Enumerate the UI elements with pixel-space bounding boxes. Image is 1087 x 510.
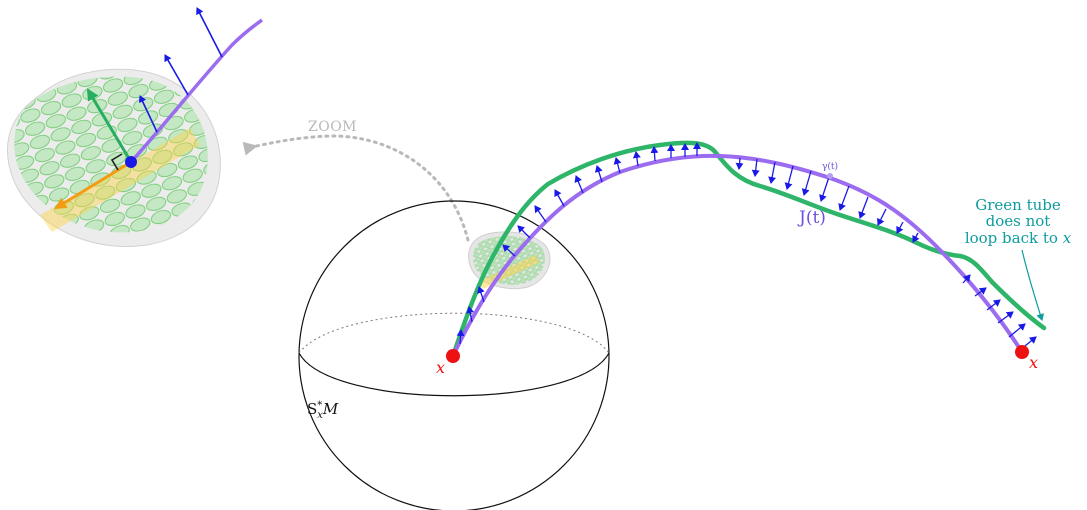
jacobi-arrow xyxy=(896,221,904,234)
inset-yellow-band xyxy=(40,128,200,232)
end-point-x xyxy=(1015,345,1029,359)
note-line-2: does not xyxy=(986,212,1051,230)
jacobi-arrow xyxy=(751,158,760,177)
note-line-3: loop back to x xyxy=(965,229,1072,247)
zoom-inset xyxy=(7,7,264,247)
jacobi-arrow xyxy=(784,165,794,190)
jacobi-arrow xyxy=(838,185,850,211)
jacobi-arrow xyxy=(534,205,547,223)
zoom-label: ZOOM xyxy=(308,119,357,135)
geodesic-curve xyxy=(451,153,1024,358)
sphere-label: S* xM xyxy=(307,400,339,421)
jacobi-arrow xyxy=(650,146,659,162)
jacobi-arrow xyxy=(632,151,641,167)
jacobi-arrow xyxy=(502,244,516,257)
jacobi-arrow xyxy=(456,329,465,345)
inset-green-vector xyxy=(86,88,133,163)
inset-geodesic xyxy=(129,18,264,164)
jacobi-arrow xyxy=(554,189,565,207)
start-point-x xyxy=(446,349,460,363)
green-tube xyxy=(450,140,1047,359)
inset-right-angle xyxy=(110,153,123,171)
jacobi-arrow xyxy=(986,299,1001,311)
jacobi-arrow xyxy=(466,306,475,323)
jacobi-arrow xyxy=(858,196,869,219)
jacobi-arrow xyxy=(613,157,622,174)
inset-vector-arrow xyxy=(196,7,223,58)
sphere-equator-front xyxy=(298,352,610,397)
inset-vector-arrow xyxy=(138,95,158,133)
jacobi-arrow xyxy=(768,161,777,184)
tube-note: Green tube does not loop back to x xyxy=(965,196,1072,321)
jacobi-arrow xyxy=(517,225,531,239)
jacobi-arrow xyxy=(997,311,1014,324)
jacobi-arrow xyxy=(801,170,812,196)
jacobi-arrow xyxy=(912,232,920,243)
end-point-label: x xyxy=(1029,353,1038,372)
jacobi-arrow xyxy=(477,286,485,303)
sphere: S* xM xyxy=(298,200,610,510)
zoom-arrow xyxy=(242,134,470,242)
inset-ellipse-field xyxy=(14,76,208,233)
jacobi-arrow xyxy=(819,176,830,202)
jacobi-arrow xyxy=(962,274,971,284)
inset-vector-arrow xyxy=(164,54,189,96)
note-pointer-arrow xyxy=(1021,249,1044,321)
inset-base-point xyxy=(125,156,137,168)
start-point-label: x xyxy=(436,358,445,377)
gamma-point xyxy=(827,173,833,179)
gamma-label: γ(t) xyxy=(822,161,838,172)
jacobi-field xyxy=(456,142,1037,351)
note-line-1: Green tube xyxy=(975,196,1061,214)
sphere-equator-back xyxy=(298,312,610,354)
jacobi-arrow xyxy=(735,157,744,170)
sphere-outline xyxy=(298,200,610,510)
jacobi-arrow xyxy=(974,287,987,297)
jacobi-arrow xyxy=(574,175,584,194)
jacobi-arrow xyxy=(1008,323,1026,338)
jacobi-label: J(t) xyxy=(797,208,826,228)
jacobi-arrow xyxy=(877,208,887,226)
jacobi-arrow xyxy=(594,165,603,183)
